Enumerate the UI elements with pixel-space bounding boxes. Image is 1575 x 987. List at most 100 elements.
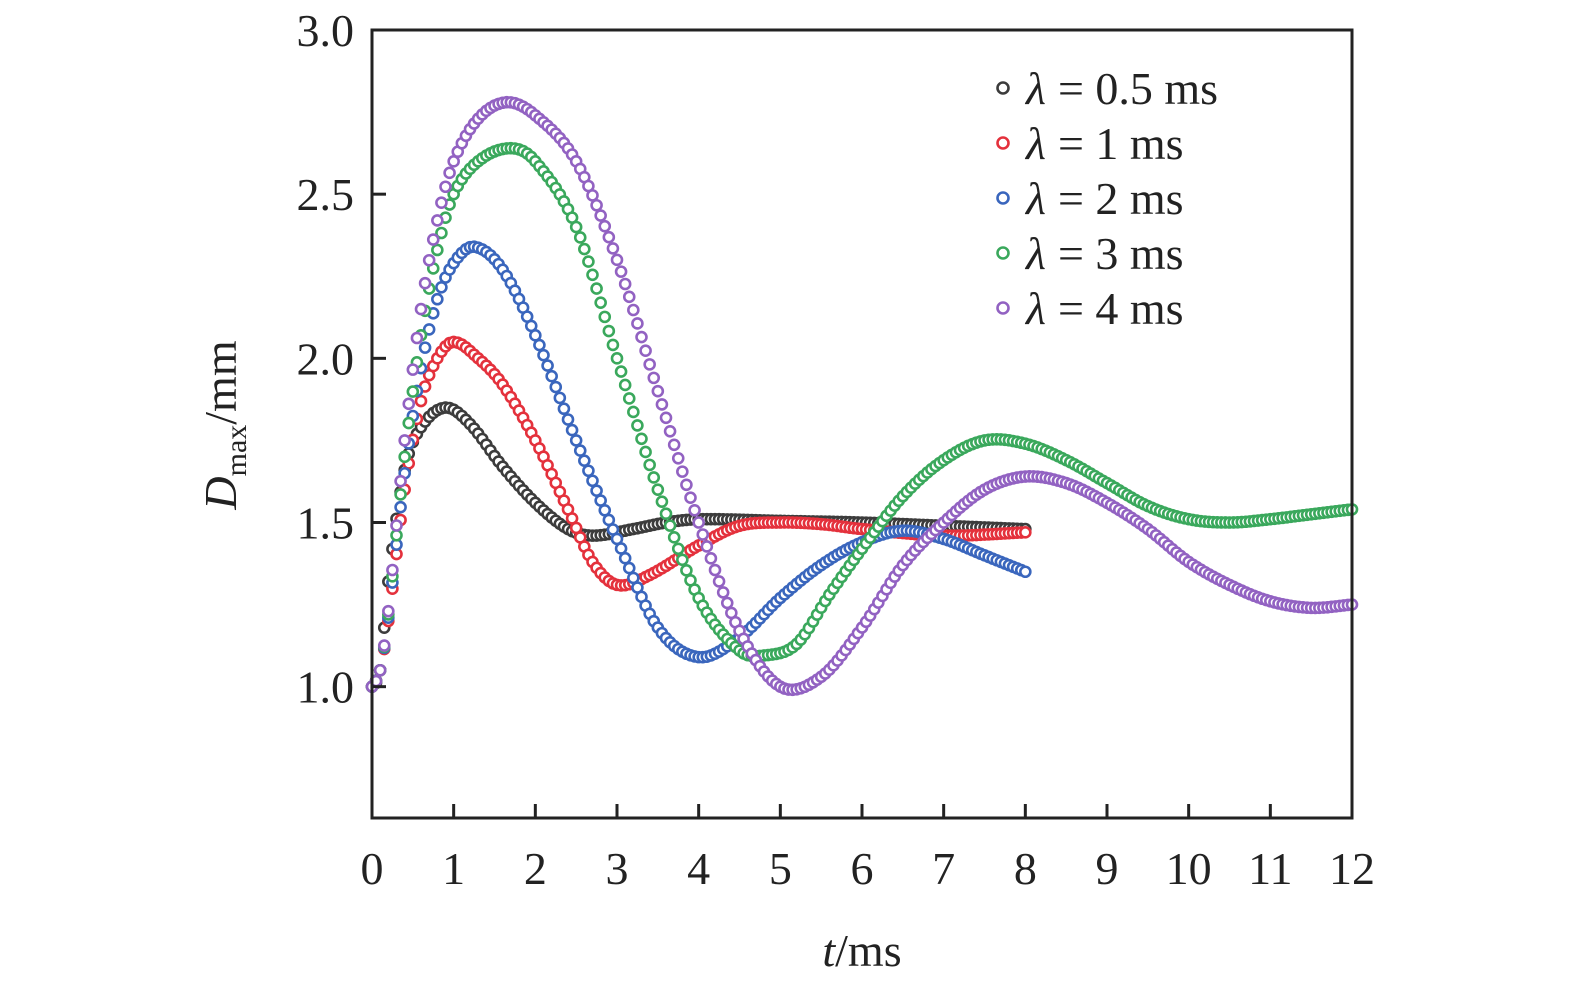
data-point bbox=[573, 444, 587, 457]
data-point bbox=[422, 253, 436, 267]
data-point bbox=[422, 323, 436, 336]
data-point bbox=[663, 424, 677, 438]
x-tick-label: 10 bbox=[1166, 843, 1212, 894]
x-tick-label: 5 bbox=[769, 843, 792, 894]
data-point bbox=[573, 231, 587, 244]
y-tick-label: 1.0 bbox=[297, 662, 355, 713]
data-point bbox=[557, 402, 571, 416]
data-point bbox=[696, 528, 710, 541]
legend-symbol: λ bbox=[1024, 63, 1046, 114]
legend-entry: λ = 2 ms bbox=[1024, 173, 1184, 224]
data-point bbox=[659, 507, 673, 521]
legend-label: = 3 ms bbox=[1058, 228, 1184, 279]
data-point bbox=[627, 405, 640, 419]
data-point bbox=[610, 352, 624, 365]
data-point bbox=[418, 276, 432, 290]
y-tick-label: 1.5 bbox=[297, 498, 355, 549]
data-point bbox=[443, 166, 456, 180]
y-axis-label: Dmax/mm bbox=[195, 340, 253, 510]
data-point bbox=[406, 385, 420, 398]
data-point bbox=[643, 358, 656, 371]
data-point bbox=[684, 491, 697, 505]
data-point bbox=[639, 344, 652, 358]
data-point bbox=[590, 282, 603, 295]
data-point bbox=[435, 196, 448, 210]
data-point bbox=[537, 348, 550, 362]
data-point bbox=[533, 338, 546, 352]
data-point bbox=[426, 233, 440, 246]
data-point bbox=[618, 378, 632, 392]
x-tick-label: 0 bbox=[361, 843, 384, 894]
data-point bbox=[1019, 526, 1032, 539]
data-markers bbox=[365, 95, 1359, 697]
data-point bbox=[627, 303, 640, 317]
series-2 bbox=[365, 240, 1032, 693]
data-point bbox=[671, 451, 685, 465]
y-tick-label: 3.0 bbox=[297, 5, 355, 56]
x-tick-label: 3 bbox=[606, 843, 629, 894]
data-point bbox=[594, 296, 607, 309]
legend-label: = 2 ms bbox=[1058, 173, 1184, 224]
series-3 bbox=[365, 141, 1359, 693]
data-point bbox=[712, 575, 726, 588]
data-point bbox=[586, 268, 599, 282]
x-axis-label: t/ms bbox=[822, 925, 901, 976]
data-point bbox=[720, 596, 734, 610]
data-point bbox=[545, 369, 558, 383]
x-tick-label: 4 bbox=[687, 843, 710, 894]
x-tick-label: 6 bbox=[851, 843, 874, 894]
data-point bbox=[622, 392, 636, 405]
data-point bbox=[618, 551, 632, 565]
data-point bbox=[586, 189, 599, 202]
data-point bbox=[402, 397, 416, 411]
data-point bbox=[561, 413, 575, 426]
data-point bbox=[594, 209, 607, 222]
data-point bbox=[553, 391, 567, 405]
data-point bbox=[598, 310, 612, 324]
data-point bbox=[377, 639, 391, 652]
data-point bbox=[569, 434, 583, 447]
data-point bbox=[667, 531, 681, 544]
data-point bbox=[590, 484, 603, 497]
x-tick-label: 9 bbox=[1096, 843, 1119, 894]
series-4 bbox=[365, 95, 1359, 697]
data-point bbox=[622, 561, 636, 575]
legend-symbol: λ bbox=[1024, 118, 1046, 169]
legend-label: = 1 ms bbox=[1058, 118, 1184, 169]
data-point bbox=[569, 220, 583, 234]
data-point bbox=[386, 563, 399, 577]
data-point bbox=[704, 552, 718, 565]
data-point bbox=[639, 445, 652, 459]
data-point bbox=[647, 471, 661, 484]
legend-label: = 0.5 ms bbox=[1058, 63, 1218, 114]
data-point bbox=[578, 242, 591, 256]
data-point bbox=[606, 338, 620, 352]
y-tick-label: 2.0 bbox=[297, 333, 355, 384]
data-point bbox=[614, 542, 628, 555]
data-point bbox=[390, 519, 403, 532]
data-point bbox=[586, 474, 599, 488]
data-point bbox=[394, 488, 407, 501]
data-point bbox=[394, 474, 407, 488]
legend-entry: λ = 1 ms bbox=[1024, 118, 1184, 169]
y-axis: 1.0 1.5 2.0 2.5 3.0 bbox=[297, 5, 386, 713]
data-point bbox=[549, 380, 563, 394]
data-point bbox=[606, 242, 620, 255]
legend-marker bbox=[996, 191, 1010, 205]
data-point bbox=[676, 553, 689, 567]
data-point bbox=[716, 586, 730, 599]
data-point bbox=[688, 503, 701, 517]
data-point bbox=[692, 516, 705, 529]
data-point bbox=[700, 540, 714, 553]
data-point bbox=[398, 450, 411, 464]
data-point bbox=[708, 563, 722, 577]
data-point bbox=[655, 495, 669, 508]
data-point bbox=[414, 302, 428, 316]
legend-entry: λ = 4 ms bbox=[1024, 283, 1184, 334]
legend-marker bbox=[996, 246, 1010, 260]
data-point bbox=[631, 317, 644, 330]
data-point bbox=[418, 341, 432, 354]
data-point bbox=[610, 253, 624, 267]
data-point bbox=[431, 214, 444, 227]
